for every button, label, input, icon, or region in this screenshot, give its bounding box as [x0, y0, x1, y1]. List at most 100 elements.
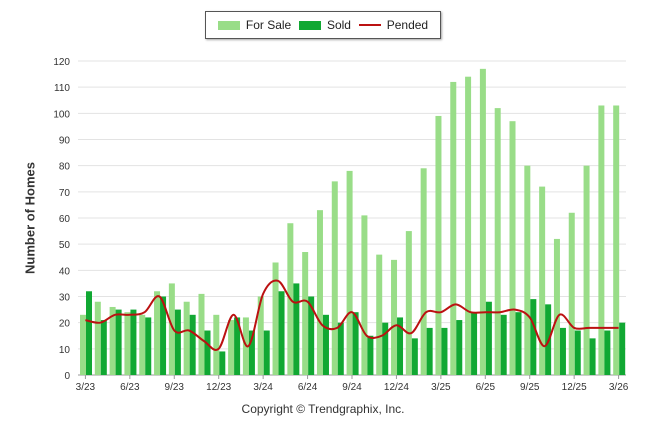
legend-label-sold: Sold	[326, 18, 351, 32]
y-tick-labels: 0 10 20 30 40 50 60 70 80 90 100 110 120	[53, 57, 70, 382]
bar-sold	[574, 330, 581, 375]
bar-for-sale	[168, 283, 175, 375]
bar-sold	[426, 327, 433, 375]
x-tick-label: 6/24	[298, 382, 318, 393]
y-tick-label: 110	[54, 83, 70, 94]
x-tick-label: 3/25	[431, 382, 451, 393]
bar-sold	[559, 327, 566, 375]
bar-for-sale	[228, 320, 235, 375]
bar-sold	[619, 322, 626, 375]
bar-sold	[530, 299, 537, 375]
bar-sold	[248, 330, 255, 375]
bar-sold	[515, 312, 522, 375]
bar-for-sale	[183, 301, 190, 375]
x-tick-label: 9/24	[342, 382, 362, 393]
y-axis-label: Number of Homes	[22, 162, 38, 274]
bar-for-sale	[109, 306, 116, 375]
legend-swatch-pended	[358, 24, 381, 26]
legend-swatch-sold	[298, 20, 321, 30]
bar-sold	[485, 301, 492, 375]
x-tick-label: 9/23	[165, 382, 185, 393]
bar-for-sale	[257, 296, 264, 375]
bar-for-sale	[465, 76, 472, 375]
bar-for-sale	[568, 212, 575, 375]
legend-label-pended: Pended	[386, 18, 429, 32]
bar-for-sale	[598, 105, 605, 375]
y-tick-label: 60	[59, 214, 71, 225]
bar-for-sale	[494, 108, 501, 375]
bar-for-sale	[331, 181, 338, 375]
bar-for-sale	[361, 215, 368, 375]
bar-for-sale	[524, 165, 531, 375]
y-tick-label: 10	[59, 345, 71, 356]
bar-sold	[382, 322, 389, 375]
x-tick-label: 12/24	[384, 382, 409, 393]
bar-for-sale	[553, 238, 560, 375]
y-tick-label: 90	[59, 136, 71, 147]
bar-for-sale	[405, 231, 412, 375]
x-tick-label: 3/23	[76, 382, 96, 393]
pended-line-series	[85, 279, 619, 351]
legend-item-pended: Pended	[358, 18, 429, 32]
bar-sold	[411, 338, 418, 375]
bar-for-sale	[450, 81, 457, 375]
x-tick-label: 6/23	[120, 382, 140, 393]
bar-sold	[397, 317, 404, 375]
y-tick-label: 40	[59, 266, 71, 277]
bar-sold	[219, 351, 226, 375]
bar-for-sale	[94, 301, 101, 375]
bar-sold	[189, 314, 196, 375]
bar-sold	[174, 309, 181, 375]
bar-sold	[86, 291, 92, 375]
bar-sold	[278, 291, 285, 375]
x-tick-label: 9/25	[520, 382, 540, 393]
bar-sold	[130, 309, 137, 375]
bar-sold	[441, 327, 448, 375]
bar-for-sale	[316, 210, 323, 375]
bar-for-sale	[302, 252, 309, 375]
x-tick-labels: 3/23 6/23 9/23 12/23 3/24 6/24 9/24 12/24 3/25 6/…	[76, 382, 629, 393]
y-tick-label: 80	[59, 162, 71, 173]
y-tick-label: 20	[59, 319, 71, 330]
line-pended	[85, 279, 619, 351]
bar-for-sale	[213, 314, 220, 375]
y-tick-label: 50	[59, 240, 71, 251]
y-tick-label: 100	[53, 109, 70, 120]
x-tick-label: 3/26	[609, 382, 629, 393]
bar-for-sale	[479, 68, 486, 375]
bar-sold	[308, 296, 315, 375]
bar-for-sale	[80, 314, 86, 375]
bar-sold	[293, 283, 300, 375]
bar-for-sale	[509, 121, 516, 375]
x-tick-label: 12/25	[562, 382, 587, 393]
bar-sold	[352, 312, 359, 375]
bar-for-sale	[583, 165, 590, 375]
x-tick-label: 6/25	[476, 382, 496, 393]
bar-for-sale	[198, 293, 205, 375]
bar-for-sale	[346, 170, 353, 375]
y-tick-label: 120	[53, 57, 70, 68]
bar-for-sale	[272, 262, 279, 375]
x-tick-label: 3/24	[253, 382, 273, 393]
bar-for-sale	[435, 115, 442, 375]
y-tick-label: 70	[59, 188, 71, 199]
x-tick-label: 12/23	[206, 382, 231, 393]
bar-for-sale	[420, 168, 427, 375]
bar-sold	[337, 322, 344, 375]
y-tick-label: 30	[59, 293, 71, 304]
bar-sold	[160, 296, 167, 375]
legend: For Sale Sold Pended	[205, 11, 441, 39]
bar-sold	[589, 338, 596, 375]
bar-for-sale	[124, 312, 131, 375]
bar-for-sale	[154, 291, 161, 375]
bar-sold	[115, 309, 122, 375]
legend-item-sold: Sold	[298, 18, 351, 32]
bar-sold	[234, 317, 241, 375]
legend-item-for-sale: For Sale	[217, 18, 291, 32]
copyright-text: Copyright © Trendgraphix, Inc.	[241, 402, 405, 416]
bar-sold	[500, 314, 507, 375]
bar-for-sale	[613, 105, 620, 375]
bar-sold	[204, 330, 211, 375]
axes	[78, 374, 626, 379]
